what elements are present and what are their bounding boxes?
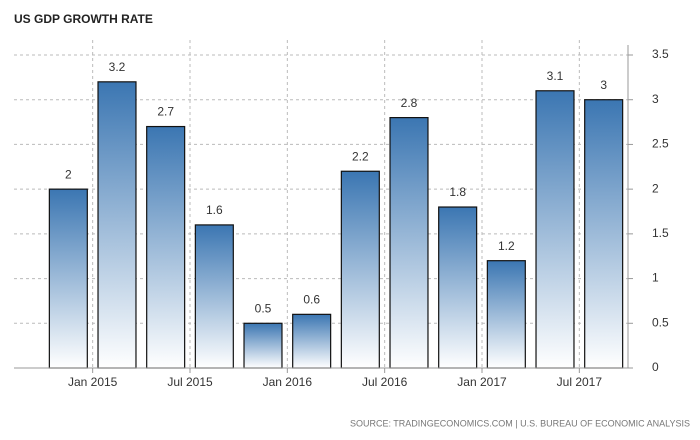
x-tick-label: Jul 2016: [362, 375, 408, 389]
bar: [438, 206, 478, 369]
x-tick-label: Jan 2017: [457, 375, 507, 389]
bar: [292, 313, 332, 369]
y-tick-label: 2: [652, 181, 659, 195]
x-tick-label: Jul 2015: [167, 375, 213, 389]
value-label: 2: [65, 167, 72, 181]
y-tick-label: 1: [652, 271, 659, 285]
y-tick-label: 3: [652, 92, 659, 106]
value-label: 2.7: [157, 105, 174, 119]
value-label: 1.8: [449, 185, 466, 199]
bar: [48, 188, 88, 369]
bar: [486, 260, 526, 369]
bar: [243, 322, 283, 369]
y-tick-label: 0: [652, 360, 659, 374]
value-label: 3: [600, 78, 607, 92]
y-tick-label: 0.5: [652, 315, 669, 329]
value-label: 0.6: [303, 293, 320, 307]
bar: [97, 81, 137, 369]
x-tick-label: Jan 2015: [68, 375, 118, 389]
chart-title: US GDP GROWTH RATE: [14, 12, 153, 26]
y-tick-label: 1.5: [652, 226, 669, 240]
y-tick-label: 2.5: [652, 137, 669, 151]
bar: [146, 125, 186, 369]
value-label: 1.6: [206, 203, 223, 217]
value-label: 2.2: [352, 149, 369, 163]
x-tick-label: Jul 2017: [557, 375, 603, 389]
value-label: 1.2: [498, 239, 515, 253]
x-tick-label: Jan 2016: [263, 375, 313, 389]
bar: [340, 170, 380, 369]
value-label: 3.2: [109, 60, 126, 74]
bar: [194, 224, 234, 369]
y-tick-label: 3.5: [652, 47, 669, 61]
value-label: 0.5: [255, 301, 272, 315]
source-note: SOURCE: TRADINGECONOMICS.COM | U.S. BURE…: [350, 418, 690, 428]
bar: [535, 90, 575, 369]
value-label: 2.8: [401, 96, 418, 110]
bar: [584, 99, 624, 369]
value-label: 3.1: [547, 69, 564, 83]
bar: [389, 116, 429, 369]
